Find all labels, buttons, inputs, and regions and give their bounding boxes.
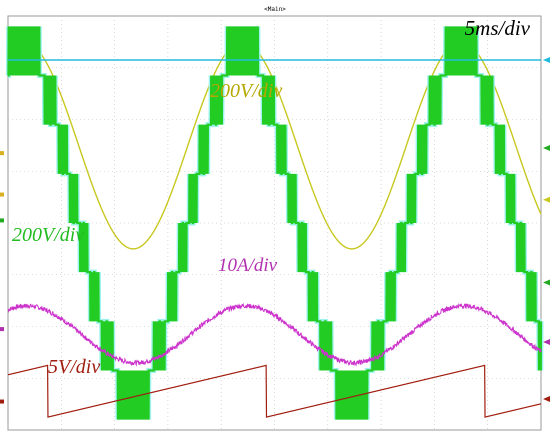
channel-markers [0, 56, 550, 404]
channel-trigger-marker [543, 395, 550, 402]
trace-200v-div-1 [5, 26, 544, 420]
channel-offset-marker [0, 151, 4, 156]
channel-trigger-marker [543, 56, 550, 63]
timebase-label: 5ms/div [465, 16, 531, 40]
traces [5, 26, 544, 420]
channel-trigger-marker [543, 196, 550, 203]
series-label-1: 200V/div [12, 224, 84, 246]
series-label-3: 5V/div [48, 356, 100, 378]
series-label-0: 200V/div [210, 80, 282, 102]
channel-offset-marker [0, 399, 4, 404]
channel-offset-marker [0, 218, 4, 223]
stepped-trace-line [7, 26, 543, 420]
sine-trace-line [7, 302, 542, 367]
channel-trigger-marker [543, 339, 550, 346]
series-label-2: 10A/div [218, 255, 278, 276]
main-label: <Main> [264, 6, 286, 13]
channel-trigger-marker [543, 144, 550, 151]
channel-trigger-marker [543, 279, 550, 286]
trace-10a-div-2 [7, 302, 542, 367]
sawtooth-trace-line [7, 364, 542, 418]
channel-offset-marker [0, 192, 4, 197]
trace-5v-div-3 [7, 364, 542, 418]
channel-offset-marker [0, 327, 4, 332]
